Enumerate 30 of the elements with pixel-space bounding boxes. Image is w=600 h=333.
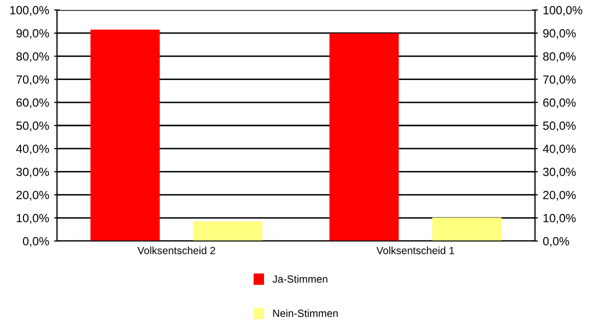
bar [193,221,263,241]
y2-tick-label: 100,0% [544,6,582,16]
y-tick-label: 30,0% [16,168,49,178]
x-tick-label: Volksentscheid 1 [376,246,454,254]
y2-tick-label: 0,0% [543,237,570,247]
y2-tick-label: 70,0% [543,75,576,86]
y2-tick-label: 30,0% [543,168,576,178]
y-tick-label: 80,0% [16,52,49,62]
y-tick-label: 10,0% [16,214,49,224]
y2-tick-label: 90,0% [543,29,576,39]
x-tick-label: Volksentscheid 2 [137,246,216,254]
bar [90,30,160,241]
y-tick-label: 50,0% [16,122,49,132]
y-tick-label: 40,0% [16,144,49,154]
y-tick-label: 20,0% [16,190,49,201]
bar [432,218,502,241]
legend-label: Nein-Stimmen [273,309,338,318]
bar [329,33,399,241]
y2-tick-label: 10,0% [544,214,576,224]
y-tick-label: 0,0% [22,237,49,247]
y2-tick-label: 40,0% [542,144,576,154]
y2-tick-label: 50,0% [543,122,576,132]
y2-tick-label: 80,0% [543,52,576,62]
legend-label: Ja-Stimmen [272,275,328,283]
y-tick-label: 100,0% [10,6,49,16]
y-tick-label: 70,0% [16,75,49,86]
y2-tick-label: 20,0% [543,190,576,201]
y-tick-label: 90,0% [16,29,49,39]
y-tick-label: 60,0% [16,98,49,108]
y2-tick-label: 60,0% [543,98,576,108]
